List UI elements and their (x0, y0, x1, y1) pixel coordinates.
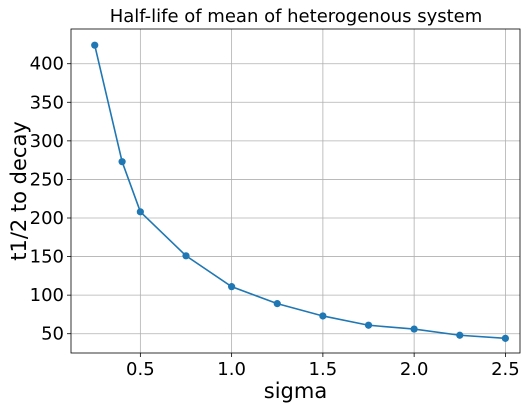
plot-frame (70, 28, 521, 354)
x-tick-label: 1.5 (309, 359, 338, 380)
x-tick-label: 2.5 (491, 359, 520, 380)
data-point (364, 321, 373, 329)
y-tick-label: 400 (30, 54, 64, 75)
x-axis-label: sigma (264, 379, 327, 403)
data-point (118, 158, 126, 166)
x-tick-label: 0.5 (126, 359, 155, 380)
data-point (501, 334, 509, 342)
y-axis-label: t1/2 to decay (7, 121, 31, 261)
series-layer (91, 41, 509, 342)
y-axis-ticks: 50 100 150 200 250 300 350 400 (30, 54, 71, 345)
x-tick-label: 2.0 (400, 359, 429, 380)
series-line (93, 45, 506, 340)
data-point (228, 283, 236, 291)
data-point (91, 41, 99, 49)
data-point (319, 312, 327, 320)
y-tick-label: 50 (41, 324, 64, 345)
y-tick-label: 300 (30, 131, 64, 152)
y-tick-label: 350 (30, 92, 64, 113)
y-tick-label: 150 (30, 247, 64, 268)
x-axis-ticks: 0.5 1.0 1.5 2.0 2.5 (126, 353, 520, 380)
grid-lines (71, 29, 520, 353)
data-point (273, 300, 281, 308)
data-point (410, 325, 418, 333)
data-point (182, 252, 190, 260)
y-tick-label: 200 (30, 208, 64, 229)
x-tick-label: 1.0 (217, 359, 246, 380)
y-tick-label: 250 (30, 169, 64, 190)
chart-title: Half-life of mean of heterogenous system (110, 6, 483, 27)
y-tick-label: 100 (30, 285, 64, 306)
data-point (136, 208, 144, 216)
data-point (456, 331, 464, 339)
